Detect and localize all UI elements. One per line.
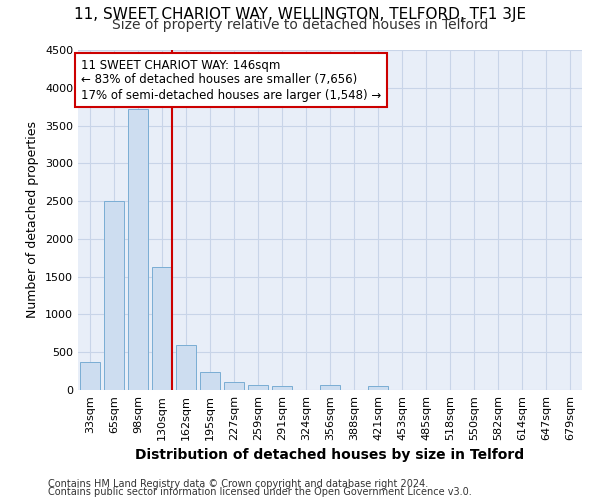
Text: Contains public sector information licensed under the Open Government Licence v3: Contains public sector information licen…	[48, 487, 472, 497]
Bar	[104, 201, 124, 390]
X-axis label: Distribution of detached houses by size in Telford: Distribution of detached houses by size …	[136, 448, 524, 462]
Bar	[248, 386, 268, 390]
Bar	[224, 382, 244, 390]
Text: 11, SWEET CHARIOT WAY, WELLINGTON, TELFORD, TF1 3JE: 11, SWEET CHARIOT WAY, WELLINGTON, TELFO…	[74, 8, 526, 22]
Text: Contains HM Land Registry data © Crown copyright and database right 2024.: Contains HM Land Registry data © Crown c…	[48, 479, 428, 489]
Bar	[200, 372, 220, 390]
Bar	[128, 109, 148, 390]
Text: Size of property relative to detached houses in Telford: Size of property relative to detached ho…	[112, 18, 488, 32]
Bar	[368, 386, 388, 390]
Bar	[272, 386, 292, 390]
Bar	[80, 362, 100, 390]
Text: 11 SWEET CHARIOT WAY: 146sqm
← 83% of detached houses are smaller (7,656)
17% of: 11 SWEET CHARIOT WAY: 146sqm ← 83% of de…	[80, 58, 381, 102]
Y-axis label: Number of detached properties: Number of detached properties	[26, 122, 40, 318]
Bar	[320, 386, 340, 390]
Bar	[176, 346, 196, 390]
Bar	[152, 267, 172, 390]
